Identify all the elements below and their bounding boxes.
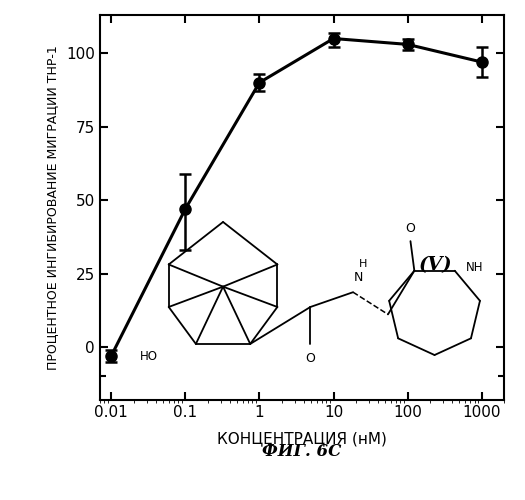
Text: NH: NH <box>465 260 483 274</box>
Text: (V): (V) <box>418 256 452 274</box>
Text: O: O <box>306 352 316 365</box>
X-axis label: КОНЦЕНТРАЦИЯ (нМ): КОНЦЕНТРАЦИЯ (нМ) <box>217 431 387 446</box>
Y-axis label: ПРОЦЕНТНОЕ ИНГИБИРОВАНИЕ МИГРАЦИИ ТНР-1: ПРОЦЕНТНОЕ ИНГИБИРОВАНИЕ МИГРАЦИИ ТНР-1 <box>46 45 59 370</box>
Text: ФИГ. 6C: ФИГ. 6C <box>262 444 342 460</box>
Text: H: H <box>359 260 367 270</box>
Text: N: N <box>354 271 363 284</box>
Text: O: O <box>405 222 415 234</box>
Text: HO: HO <box>140 350 159 364</box>
